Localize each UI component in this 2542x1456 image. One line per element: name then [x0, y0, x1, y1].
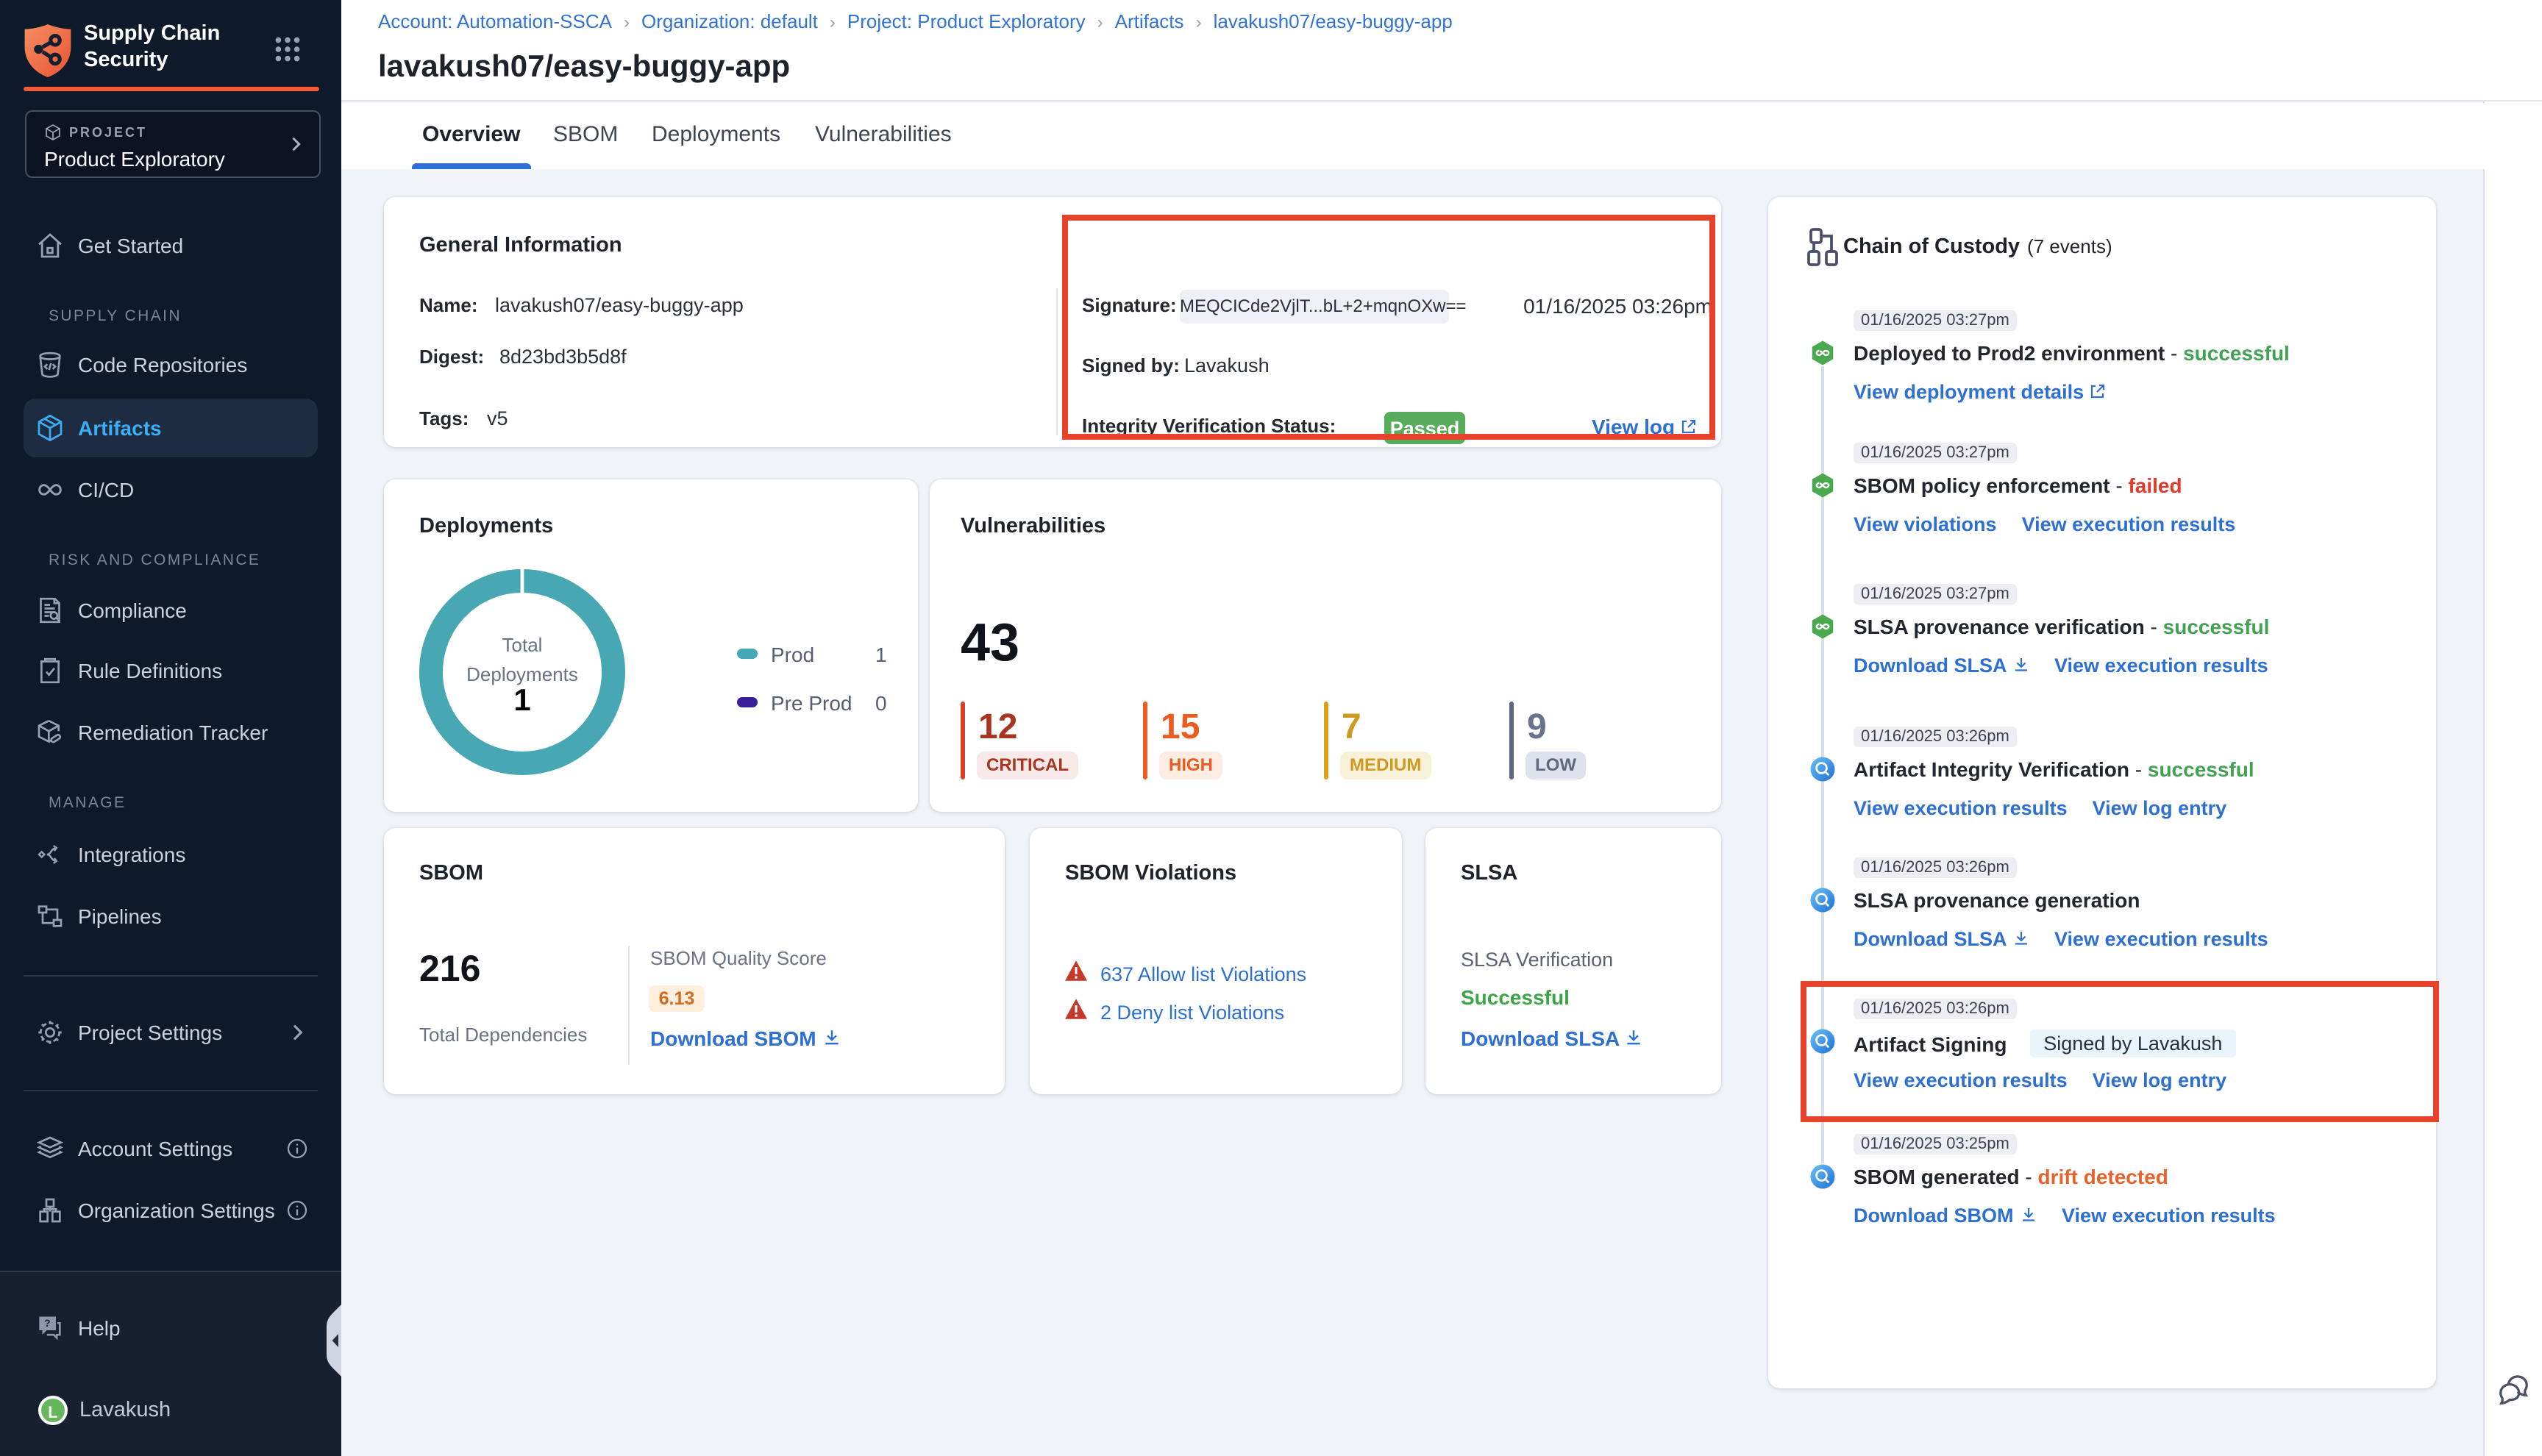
svg-text:?: ? — [44, 1318, 51, 1330]
